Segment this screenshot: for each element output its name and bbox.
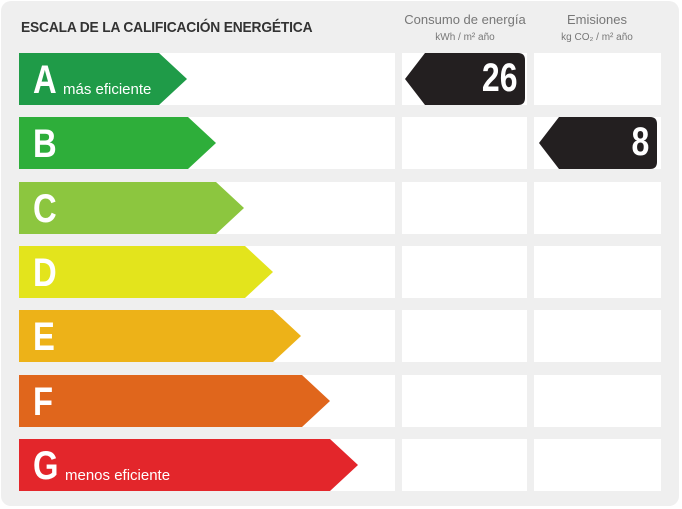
rating-description: menos eficiente [65, 467, 171, 484]
emisiones-cell [534, 53, 661, 105]
rating-bar-f: F [19, 375, 330, 427]
consumo-cell [402, 375, 527, 427]
rating-bar-b: B [19, 117, 216, 169]
emisiones-cell [534, 310, 661, 362]
emisiones-cell [534, 246, 661, 298]
consumo-cell [402, 439, 527, 491]
emisiones-column-header: Emisiones kg CO₂ / m² año [533, 12, 661, 43]
consumo-column-header: Consumo de energía kWh / m² año [401, 12, 529, 43]
consumo-cell [402, 182, 527, 234]
emisiones-value-indicator-number: 8 [631, 120, 649, 164]
consumo-value-indicator-number: 26 [481, 56, 517, 100]
consumo-cell [402, 310, 527, 362]
emisiones-cell [534, 439, 661, 491]
rating-letter: E [33, 315, 55, 359]
rating-letter: G [33, 444, 59, 488]
emisiones-label: Emisiones [567, 12, 627, 27]
rating-letter: B [33, 122, 57, 166]
emisiones-unit: kg CO₂ / m² año [561, 32, 633, 43]
rating-bar-e: E [19, 310, 301, 362]
rating-bar-d: D [19, 246, 273, 298]
consumo-label: Consumo de energía [404, 12, 526, 27]
rating-letter: A [33, 58, 57, 102]
consumo-cell [402, 117, 527, 169]
emisiones-value-indicator: 8 [539, 117, 657, 169]
consumo-cell [402, 246, 527, 298]
rating-bar-c: C [19, 182, 244, 234]
rating-description: más eficiente [63, 81, 152, 98]
rating-letter: F [33, 380, 54, 424]
consumo-unit: kWh / m² año [435, 32, 495, 43]
emisiones-cell [534, 182, 661, 234]
rating-letter: C [33, 187, 57, 231]
scale-title: ESCALA DE LA CALIFICACIÓN ENERGÉTICA [21, 19, 313, 36]
rating-letter: D [33, 251, 57, 295]
consumo-value-indicator: 26 [405, 53, 525, 105]
emisiones-cell [534, 375, 661, 427]
